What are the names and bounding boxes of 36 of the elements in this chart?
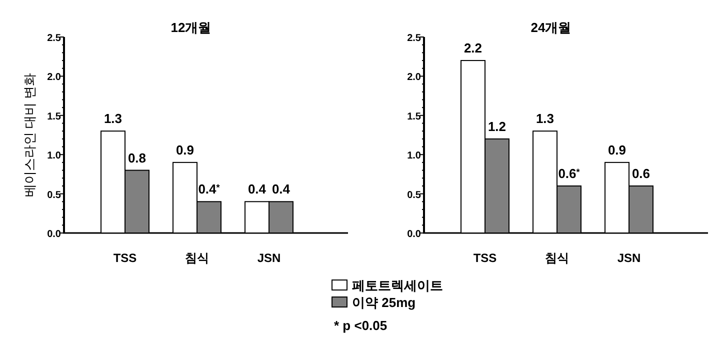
data-label: 0.6$^{*}$ [558,166,580,181]
legend-label: 이약 25mg [352,295,416,310]
y-tick-label: 2.0 [407,72,422,84]
y-tick-label: 0.5 [407,190,422,201]
y-tick-label: 1.5 [407,111,422,122]
data-label: 0.9 [608,142,626,158]
data-label: 1.3 [104,111,122,126]
chart-title: 24개월 [530,20,572,35]
y-tick-label: 2.5 [47,33,62,44]
data-label: 1.3 [536,111,554,126]
y-tick-label: 0.5 [47,190,62,201]
x-tick-label: JSN [617,251,641,265]
data-label: 1.2 [488,118,506,134]
x-tick-label: TSS [473,251,497,265]
x-tick-label: JSN [257,251,281,265]
data-label: 0.9 [176,142,194,158]
x-tick-label: 침식 [185,251,209,265]
chart-title: 12개월 [170,20,212,35]
y-tick-label: 2.0 [47,72,62,84]
y-tick-label: 2.5 [407,33,422,44]
text: * p <0.05 [334,318,388,333]
data-label: 0.6 [632,166,650,181]
legend-label: 페토트렉세이트 [352,278,443,293]
y-tick-label: 0.0 [47,229,62,240]
y-tick-label: 1.0 [47,150,62,162]
y-tick-label: 0.0 [407,229,422,240]
y-tick-label: 1.0 [407,150,422,162]
data-label: 0.4$^{*}$ [198,182,220,197]
data-label: 2.2 [464,40,482,56]
data-label: 0.8 [128,150,146,166]
y-axis-title: 베이스라인 대비 변화 [22,72,37,198]
data-label: 0.4 [272,182,291,197]
data-label: 0.4 [248,182,267,197]
y-tick-label: 1.5 [47,111,62,122]
x-tick-label: TSS [113,251,137,265]
x-tick-label: 침식 [545,251,569,265]
